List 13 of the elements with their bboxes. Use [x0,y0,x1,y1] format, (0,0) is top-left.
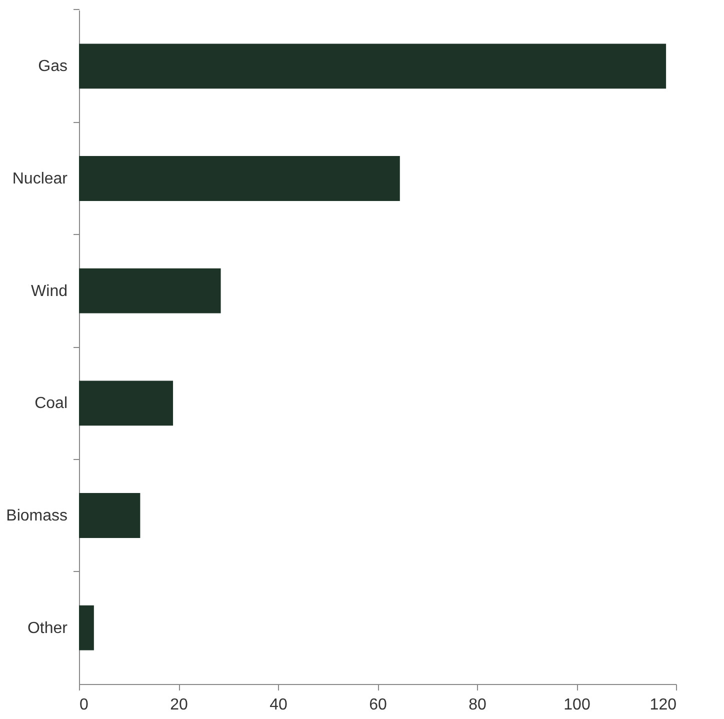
x-tick-label: 100 [564,696,590,714]
y-tick-label: Nuclear [12,170,68,188]
x-tick-label: 120 [650,696,677,714]
x-tick-label: 60 [369,696,387,714]
x-tick-label: 80 [468,696,486,714]
y-tick-label: Biomass [6,508,68,524]
y-tick-label: Gas [38,58,68,76]
y-tick-label: Other [27,620,68,637]
x-tick-label: 0 [80,696,88,714]
y-tick-label: Coal [34,395,68,412]
x-tick-label: 40 [270,696,288,714]
x-tick-label: 20 [170,696,188,714]
y-tick-label: Wind [31,282,68,300]
